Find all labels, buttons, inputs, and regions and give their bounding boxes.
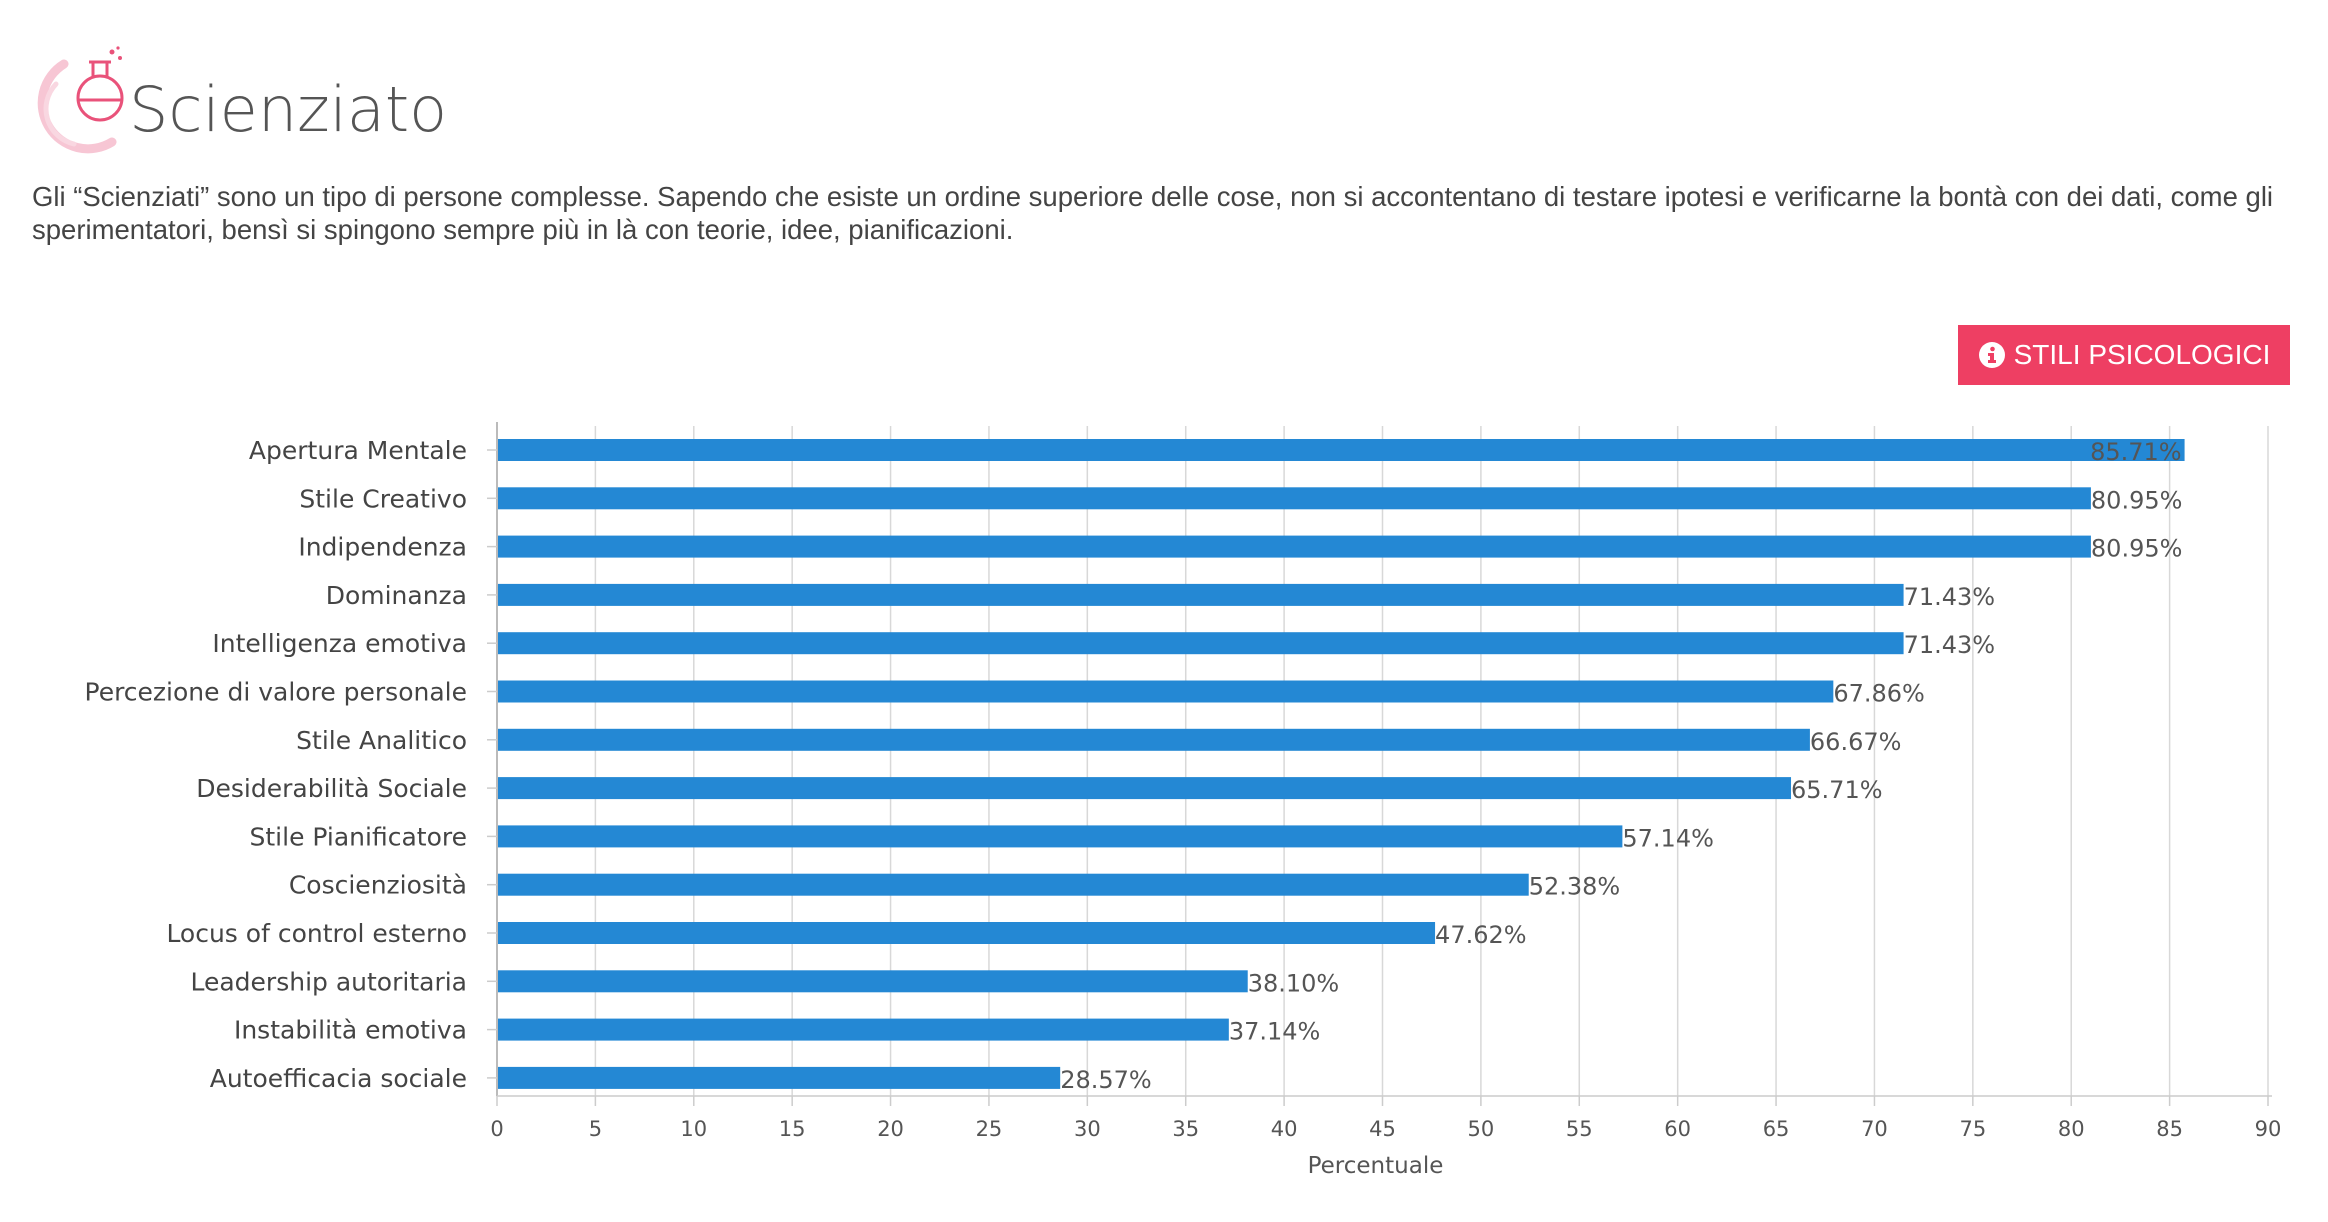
data-label: 71.43% <box>1904 583 1996 611</box>
data-label: 47.62% <box>1435 921 1527 949</box>
category-label: Autoefficacia sociale <box>210 1064 467 1093</box>
category-label: Percezione di valore personale <box>85 678 467 707</box>
data-label: 85.71% <box>2090 438 2182 466</box>
data-label: 28.57% <box>1060 1066 1152 1094</box>
bar <box>498 535 2091 558</box>
x-tick-label: 75 <box>1959 1117 1986 1141</box>
category-label: Stile Pianificatore <box>250 822 468 851</box>
category-label: Desiderabilità Sociale <box>196 774 467 803</box>
bar-chart: 0 5 10 15 20 25 30 35 40 45 50 55 60 65 70 75 80 85 90 Ape… <box>85 422 2281 1179</box>
category-label: Instabilità emotiva <box>234 1016 467 1045</box>
info-icon <box>1978 341 2006 369</box>
x-tick-label: 25 <box>976 1117 1003 1141</box>
x-tick-label: 85 <box>2156 1117 2183 1141</box>
bar <box>498 439 2185 461</box>
category-label: Leadership autoritaria <box>190 967 467 996</box>
category-label: Locus of control esterno <box>166 919 467 948</box>
category-label: Coscienziosità <box>289 871 467 900</box>
data-label: 67.86% <box>1833 680 1925 708</box>
stili-psicologici-label: STILI PSICOLOGICI <box>2013 339 2271 370</box>
bar <box>498 1066 1061 1089</box>
page-header: Scienziato <box>34 44 447 154</box>
x-tick-label: 10 <box>680 1117 707 1141</box>
data-label: 66.67% <box>1810 728 1902 756</box>
bar <box>498 825 1623 848</box>
axes: 0 5 10 15 20 25 30 35 40 45 50 55 60 65 70 75 80 85 90 <box>487 422 2281 1141</box>
bar <box>498 873 1529 896</box>
x-tick-label: 55 <box>1566 1117 1593 1141</box>
bar <box>498 632 1904 655</box>
data-label: 57.14% <box>1622 824 1714 852</box>
stili-psicologici-button[interactable]: STILI PSICOLOGICI <box>1958 325 2290 385</box>
x-tick-label: 80 <box>2058 1117 2085 1141</box>
gridlines <box>594 426 2269 1096</box>
page-description: Gli “Scienziati” sono un tipo di persone… <box>32 181 2274 245</box>
data-label: 80.95% <box>2091 535 2183 563</box>
x-tick-label: 5 <box>589 1117 602 1141</box>
x-tick-label: 30 <box>1074 1117 1101 1141</box>
flask-icon <box>34 44 129 154</box>
x-tick-label: 60 <box>1664 1117 1691 1141</box>
category-label: Dominanza <box>326 581 467 610</box>
x-tick-label: 20 <box>877 1117 904 1141</box>
bar <box>498 680 1834 703</box>
x-tick-label: 90 <box>2255 1117 2282 1141</box>
x-tick-label: 65 <box>1763 1117 1790 1141</box>
category-label: Stile Analitico <box>296 726 467 755</box>
bar <box>498 583 1904 606</box>
bar <box>498 970 1248 993</box>
x-tick-label: 0 <box>490 1117 503 1141</box>
bar <box>498 777 1792 800</box>
bar <box>498 728 1810 751</box>
data-label: 65.71% <box>1791 776 1883 804</box>
category-label: Indipendenza <box>298 533 467 562</box>
category-label: Stile Creativo <box>299 484 467 513</box>
x-axis-title: Percentuale <box>1308 1153 1444 1179</box>
category-labels: Apertura Mentale Stile Creativo Indipenden… <box>85 436 467 1093</box>
page-title: Scienziato <box>129 72 448 146</box>
data-label: 52.38% <box>1529 873 1621 901</box>
x-tick-label: 35 <box>1172 1117 1199 1141</box>
x-tick-label: 45 <box>1369 1117 1396 1141</box>
bar <box>498 922 1436 944</box>
category-label: Intelligenza emotiva <box>212 629 467 658</box>
data-label: 80.95% <box>2091 486 2183 514</box>
bar <box>498 487 2091 510</box>
bar <box>498 1018 1229 1041</box>
category-label: Apertura Mentale <box>249 436 467 465</box>
x-tick-label: 70 <box>1861 1117 1888 1141</box>
bars <box>498 439 2185 1089</box>
x-tick-label: 50 <box>1468 1117 1495 1141</box>
data-labels: 85.71% 80.95% 80.95% 71.43% 71.43% 67.86% 66.6… <box>1060 438 2182 1094</box>
data-label: 37.14% <box>1229 1018 1321 1046</box>
x-tick-label: 15 <box>779 1117 806 1141</box>
x-tick-label: 40 <box>1271 1117 1298 1141</box>
data-label: 71.43% <box>1904 631 1996 659</box>
data-label: 38.10% <box>1248 969 1340 997</box>
